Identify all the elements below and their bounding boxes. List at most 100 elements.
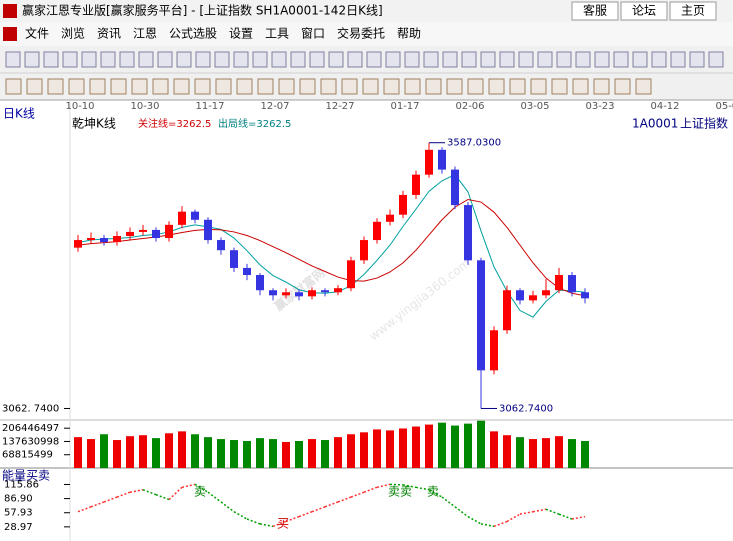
toolbar-icon[interactable]: [215, 78, 232, 95]
toolbar-icon[interactable]: [366, 51, 382, 68]
toolbar-icon[interactable]: [488, 78, 505, 95]
toolbar-icon[interactable]: [176, 51, 192, 68]
toolbar-icon[interactable]: [362, 78, 379, 95]
toolbar-icon[interactable]: [5, 51, 21, 68]
toolbar-icon[interactable]: [214, 51, 230, 68]
toolbar-icon[interactable]: [236, 78, 253, 95]
toolbar-icon[interactable]: [110, 78, 127, 95]
menu-item[interactable]: 工具: [265, 27, 289, 41]
menu-item[interactable]: 窗口: [301, 27, 325, 41]
toolbar-icon[interactable]: [556, 51, 572, 68]
toolbar-icon[interactable]: [252, 51, 268, 68]
toolbar-icon[interactable]: [651, 51, 667, 68]
candle-body: [308, 290, 316, 297]
menu-item[interactable]: 交易委托: [337, 26, 385, 41]
volume-tick-label: 137630998: [2, 436, 59, 447]
toolbar-icon[interactable]: [383, 78, 400, 95]
toolbar-icon[interactable]: [708, 51, 724, 68]
toolbar-icon[interactable]: [119, 51, 135, 68]
menu-item[interactable]: 帮助: [397, 27, 421, 41]
toolbar-icon[interactable]: [100, 51, 116, 68]
toolbar-icon[interactable]: [257, 78, 274, 95]
menu-item[interactable]: 文件: [25, 26, 49, 41]
window-button[interactable]: [669, 1, 717, 21]
annotation-label: 3587.0300: [447, 138, 501, 149]
toolbar-icon[interactable]: [47, 78, 64, 95]
window-button[interactable]: [620, 1, 668, 21]
toolbar-icon[interactable]: [509, 78, 526, 95]
indicator-segment: [168, 486, 183, 501]
toolbar-icon[interactable]: [404, 51, 420, 68]
volume-bar: [347, 434, 355, 468]
menu-item[interactable]: 公式选股: [169, 27, 217, 41]
toolbar-icon[interactable]: [320, 78, 337, 95]
toolbar-icon[interactable]: [632, 51, 648, 68]
volume-tick-label: 68815499: [2, 450, 53, 461]
candle-body: [113, 235, 121, 243]
toolbar-icon[interactable]: [575, 51, 591, 68]
window-button[interactable]: [571, 1, 619, 21]
toolbar-icon[interactable]: [551, 78, 568, 95]
toolbar-icon[interactable]: [670, 51, 686, 68]
menu-item[interactable]: 设置: [229, 27, 253, 41]
toolbar-icon[interactable]: [328, 51, 344, 68]
toolbar-icon[interactable]: [635, 78, 652, 95]
toolbar-icon[interactable]: [467, 78, 484, 95]
menu-item[interactable]: 江恩: [133, 27, 157, 41]
menu-item[interactable]: 浏览: [61, 26, 85, 41]
toolbar-icon[interactable]: [480, 51, 496, 68]
toolbar-icon[interactable]: [499, 51, 515, 68]
toolbar-icon[interactable]: [24, 51, 40, 68]
toolbar-icon[interactable]: [5, 78, 22, 95]
toolbar-icon[interactable]: [68, 78, 85, 95]
toolbar-icon[interactable]: [290, 51, 306, 68]
toolbar-icon[interactable]: [572, 78, 589, 95]
toolbar-icon[interactable]: [385, 51, 401, 68]
toolbar-icon[interactable]: [461, 51, 477, 68]
toolbar-icon[interactable]: [341, 78, 358, 95]
toolbar-icon[interactable]: [594, 51, 610, 68]
candle-body: [438, 149, 446, 170]
toolbar-icon[interactable]: [278, 78, 295, 95]
toolbar-icon[interactable]: [138, 51, 154, 68]
candle-body: [334, 288, 342, 293]
toolbar-icon[interactable]: [613, 51, 629, 68]
toolbar-icon[interactable]: [195, 51, 211, 68]
candle-body: [542, 290, 550, 296]
toolbar-icon[interactable]: [446, 78, 463, 95]
date-tick: 10-10: [65, 101, 94, 112]
toolbar-icon[interactable]: [442, 51, 458, 68]
volume-bar: [139, 435, 147, 468]
date-tick: 05-03: [715, 101, 733, 112]
signal-label: 卖: [427, 485, 439, 499]
volume-bar: [386, 430, 394, 468]
toolbar-icon[interactable]: [309, 51, 325, 68]
toolbar-icon[interactable]: [425, 78, 442, 95]
toolbar-icon[interactable]: [89, 78, 106, 95]
toolbar-icon[interactable]: [518, 51, 534, 68]
toolbar-icon[interactable]: [152, 78, 169, 95]
toolbar-icon[interactable]: [404, 78, 421, 95]
volume-bar: [217, 439, 225, 468]
toolbar-icon[interactable]: [233, 51, 249, 68]
candle-body: [412, 174, 420, 195]
toolbar-icon[interactable]: [689, 51, 705, 68]
toolbar-icon[interactable]: [614, 78, 631, 95]
toolbar-icon[interactable]: [423, 51, 439, 68]
toolbar-icon[interactable]: [173, 78, 190, 95]
toolbar-icon[interactable]: [347, 51, 363, 68]
toolbar-icon[interactable]: [530, 78, 547, 95]
toolbar-icon[interactable]: [194, 78, 211, 95]
toolbar-icon[interactable]: [299, 78, 316, 95]
toolbar-icon[interactable]: [157, 51, 173, 68]
toolbar-icon[interactable]: [62, 51, 78, 68]
indicator-segment: [506, 513, 521, 523]
toolbar-icon[interactable]: [26, 78, 43, 95]
toolbar-icon[interactable]: [43, 51, 59, 68]
toolbar-icon[interactable]: [537, 51, 553, 68]
toolbar-icon[interactable]: [271, 51, 287, 68]
menu-item[interactable]: 资讯: [97, 27, 121, 41]
toolbar-icon[interactable]: [131, 78, 148, 95]
toolbar-icon[interactable]: [593, 78, 610, 95]
toolbar-icon[interactable]: [81, 51, 97, 68]
